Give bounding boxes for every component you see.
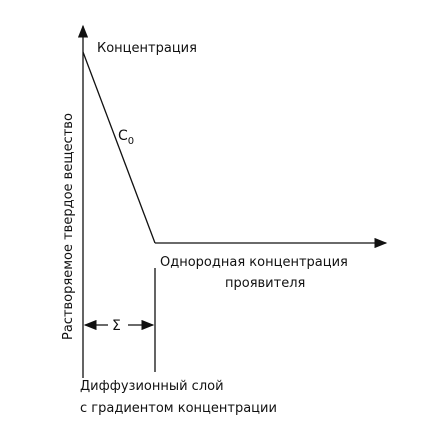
uniform-label-2: проявителя bbox=[225, 276, 305, 291]
layer-label-1: Диффузионный слой bbox=[80, 379, 224, 394]
c0-label: C0 bbox=[118, 128, 134, 147]
sigma: Σ bbox=[112, 318, 121, 334]
vertical-label: Растворяемое твердое вещество bbox=[61, 113, 76, 340]
layer-label-2: с градиентом концентрации bbox=[80, 401, 277, 416]
concentration-label: Концентрация bbox=[97, 41, 197, 56]
c0-subscript: 0 bbox=[128, 136, 134, 147]
c0-symbol: C bbox=[118, 128, 128, 144]
uniform-label-1: Однородная концентрация bbox=[160, 255, 348, 270]
concentration-gradient bbox=[82, 51, 156, 244]
